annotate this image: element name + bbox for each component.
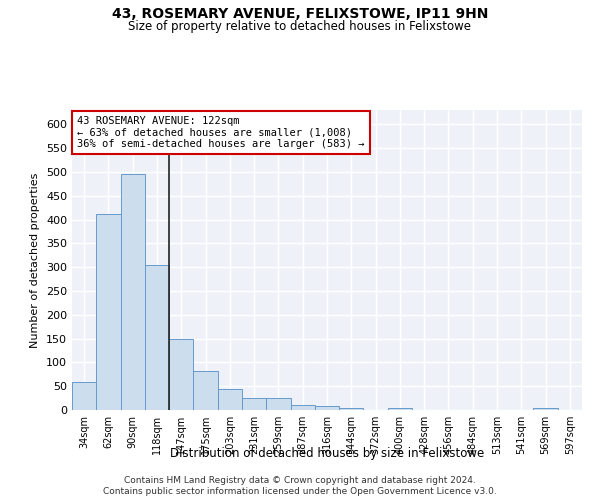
Text: Size of property relative to detached houses in Felixstowe: Size of property relative to detached ho… <box>128 20 472 33</box>
Bar <box>290 405 315 410</box>
Text: Contains HM Land Registry data © Crown copyright and database right 2024.: Contains HM Land Registry data © Crown c… <box>124 476 476 485</box>
Bar <box>96 214 121 410</box>
Bar <box>145 265 169 410</box>
Bar <box>121 174 145 410</box>
Bar <box>193 371 218 410</box>
Bar <box>315 406 339 410</box>
Text: Distribution of detached houses by size in Felixstowe: Distribution of detached houses by size … <box>170 448 484 460</box>
Bar <box>72 382 96 410</box>
Text: 43, ROSEMARY AVENUE, FELIXSTOWE, IP11 9HN: 43, ROSEMARY AVENUE, FELIXSTOWE, IP11 9H… <box>112 8 488 22</box>
Bar <box>242 398 266 410</box>
Bar <box>218 388 242 410</box>
Bar <box>169 338 193 410</box>
Bar <box>533 408 558 410</box>
Bar <box>388 408 412 410</box>
Bar <box>266 398 290 410</box>
Text: 43 ROSEMARY AVENUE: 122sqm
← 63% of detached houses are smaller (1,008)
36% of s: 43 ROSEMARY AVENUE: 122sqm ← 63% of deta… <box>77 116 365 149</box>
Text: Contains public sector information licensed under the Open Government Licence v3: Contains public sector information licen… <box>103 488 497 496</box>
Y-axis label: Number of detached properties: Number of detached properties <box>31 172 40 348</box>
Bar <box>339 408 364 410</box>
